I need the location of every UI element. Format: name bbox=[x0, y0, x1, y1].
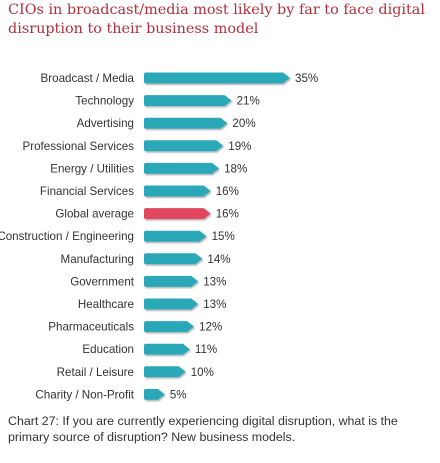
category-label: Construction / Engineering bbox=[0, 230, 134, 243]
value-label: 13% bbox=[203, 275, 226, 288]
value-label: 14% bbox=[207, 253, 230, 266]
bar bbox=[144, 343, 190, 355]
category-label: Technology bbox=[75, 95, 134, 108]
value-label: 10% bbox=[191, 366, 214, 379]
category-label: Charity / Non-Profit bbox=[35, 388, 134, 401]
category-label: Retail / Leisure bbox=[57, 366, 134, 379]
bar bbox=[144, 275, 199, 287]
category-label: Energy / Utilities bbox=[50, 162, 134, 175]
bar bbox=[144, 185, 211, 197]
bar bbox=[144, 208, 211, 220]
category-label: Professional Services bbox=[23, 140, 135, 153]
bar bbox=[144, 162, 220, 174]
bars-layer: Broadcast / Media 35% Technology 21% Adverti… bbox=[0, 72, 318, 401]
chart-title: CIOs in broadcast/media most likely by f… bbox=[8, 2, 425, 37]
category-label: Manufacturing bbox=[61, 253, 134, 266]
bar bbox=[144, 72, 290, 84]
category-label: Advertising bbox=[77, 117, 134, 130]
category-label: Pharmaceuticals bbox=[48, 321, 134, 334]
category-label: Global average bbox=[55, 208, 134, 221]
value-label: 15% bbox=[212, 230, 235, 243]
bar bbox=[144, 253, 203, 265]
value-label: 16% bbox=[216, 208, 239, 221]
value-label: 13% bbox=[203, 298, 226, 311]
bar bbox=[144, 321, 195, 333]
category-label: Broadcast / Media bbox=[41, 72, 135, 85]
value-label: 20% bbox=[232, 117, 255, 130]
bar bbox=[144, 366, 186, 378]
bar bbox=[144, 298, 199, 310]
category-label: Financial Services bbox=[40, 185, 134, 198]
category-label: Healthcare bbox=[78, 298, 134, 311]
value-label: 11% bbox=[195, 343, 217, 356]
value-label: 35% bbox=[295, 72, 318, 85]
bar-chart: Broadcast / Media 35% Technology 21% Adverti… bbox=[0, 72, 318, 401]
value-label: 5% bbox=[170, 388, 187, 401]
bar bbox=[144, 230, 207, 242]
bar bbox=[144, 388, 165, 400]
value-label: 18% bbox=[224, 162, 247, 175]
category-label: Government bbox=[70, 275, 135, 288]
value-label: 12% bbox=[199, 321, 222, 334]
bar bbox=[144, 117, 228, 129]
bar bbox=[144, 95, 232, 107]
bar bbox=[144, 140, 224, 152]
category-label: Education bbox=[82, 343, 134, 356]
chart-caption: Chart 27: If you are currently experienc… bbox=[8, 414, 398, 444]
value-label: 21% bbox=[237, 95, 260, 108]
value-label: 16% bbox=[216, 185, 239, 198]
value-label: 19% bbox=[228, 140, 251, 153]
